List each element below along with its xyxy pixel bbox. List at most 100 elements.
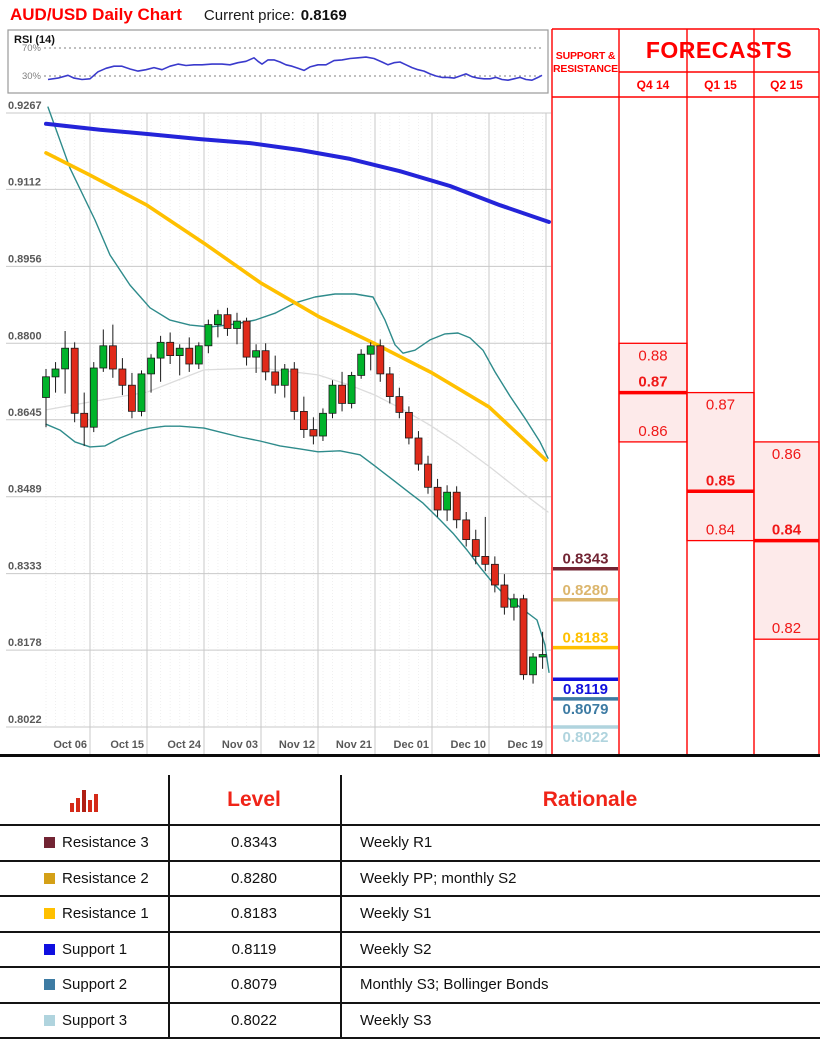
level-swatch: [44, 1014, 55, 1026]
level-column-header: Level: [227, 787, 281, 811]
y-axis-label: 0.8956: [8, 253, 42, 265]
level-value: 0.8022: [231, 1011, 277, 1029]
rsi-threshold-label: 30%: [22, 71, 42, 82]
forecast-high-label: 0.87: [706, 397, 735, 414]
y-axis-label: 0.9267: [8, 100, 42, 112]
candle-down: [462, 519, 471, 541]
table-row-resistance-2: Resistance 2 0.8280 Weekly PP; monthly S…: [0, 862, 820, 897]
y-axis-label: 0.8800: [8, 330, 42, 342]
chart-header: AUD/USD Daily Chart Current price: 0.8169: [10, 5, 347, 25]
candle-down: [500, 584, 509, 608]
candle-down: [261, 350, 270, 373]
bar-chart-icon: [70, 790, 98, 812]
x-axis-label: Oct 15: [110, 739, 144, 751]
resistance-value-label: 0.8343: [563, 551, 609, 568]
forecast-high-label: 0.88: [638, 347, 667, 364]
candle-down: [471, 539, 480, 557]
x-axis-label: Oct 06: [53, 739, 87, 751]
forecast-value-label: 0.87: [638, 374, 667, 391]
candle-up: [366, 345, 375, 355]
candle-down: [127, 384, 136, 412]
table-row-support-2: Support 2 0.8079 Monthly S3; Bollinger B…: [0, 968, 820, 1004]
table-divider: [340, 775, 342, 1039]
support-resistance-header: SUPPORT & RESISTANCE: [553, 49, 618, 75]
candle-up: [51, 368, 60, 378]
candle-up: [194, 345, 203, 365]
candle-up: [99, 345, 108, 369]
candle-down: [519, 598, 528, 676]
candle-down: [223, 314, 232, 329]
candle-up: [89, 367, 98, 428]
x-axis-label: Nov 12: [279, 739, 315, 751]
forecast-col-q4-14: Q4 14: [636, 77, 670, 92]
candle-up: [147, 357, 156, 375]
candlestick-series: [42, 307, 547, 684]
candle-down: [70, 347, 79, 414]
rsi-line: [47, 56, 543, 81]
current-price-value: 0.8169: [300, 7, 347, 24]
table-row-support-3: Support 3 0.8022 Weekly S3: [0, 1004, 820, 1039]
candle-down: [404, 411, 413, 439]
candle-up: [252, 350, 261, 358]
candle-down: [452, 491, 461, 521]
current-price: Current price: 0.8169: [204, 7, 347, 25]
resistance-value-label: 0.8280: [563, 582, 609, 599]
support-value-label: 0.8079: [563, 701, 609, 718]
forecast-low-label: 0.82: [772, 620, 801, 637]
resistance-value-label: 0.8183: [563, 630, 609, 647]
level-swatch: [44, 979, 55, 991]
candle-up: [538, 654, 547, 658]
candle-down: [376, 345, 385, 375]
table-header-row: Level Rationale: [0, 775, 820, 826]
current-price-label: Current price:: [203, 7, 295, 24]
table-row-resistance-3: Resistance 3 0.8343 Weekly R1: [0, 826, 820, 862]
forecast-range-box: [686, 391, 755, 542]
support-resistance-levels: 0.8343 0.8280 0.8183 0.8119 0.8079 0.8022: [553, 551, 618, 746]
level-rationale: Weekly R1: [360, 834, 433, 852]
rationale-column-header: Rationale: [542, 787, 638, 811]
level-value: 0.8343: [231, 834, 277, 852]
levels-table: Level Rationale Resistance 3 0.8343 Week…: [0, 775, 820, 1039]
candle-down: [424, 463, 432, 488]
candle-up: [233, 320, 241, 329]
level-value: 0.8079: [231, 976, 277, 994]
level-rationale: Weekly S1: [360, 905, 432, 923]
forecast-col-q1-15: Q1 15: [704, 77, 737, 92]
level-rationale: Monthly S3; Bollinger Bonds: [360, 976, 549, 994]
candle-up: [213, 314, 222, 326]
candle-down: [271, 371, 280, 386]
support-value-label: 0.8119: [563, 681, 608, 698]
candle-up: [529, 656, 537, 676]
level-name: Resistance 2: [62, 869, 149, 887]
level-rationale: Weekly PP; monthly S2: [360, 869, 517, 887]
forecast-low-label: 0.86: [638, 423, 667, 440]
level-name: Resistance 3: [62, 834, 149, 852]
candle-up: [42, 376, 50, 398]
forecast-high-label: 0.86: [772, 446, 801, 463]
candle-up: [319, 412, 327, 437]
y-axis-label: 0.9112: [8, 176, 41, 188]
candle-up: [156, 341, 165, 359]
page-title: AUD/USD Daily Chart: [10, 5, 182, 24]
level-swatch: [44, 872, 55, 884]
candle-down: [433, 486, 442, 511]
date-gridlines: Oct 06 Oct 15 Oct 24 Nov 03 Nov 12 Nov 21 Dec …: [53, 113, 547, 755]
level-swatch: [44, 837, 55, 849]
candle-down: [385, 373, 394, 397]
y-axis-label: 0.8489: [8, 484, 42, 496]
x-axis-label: Nov 21: [336, 739, 372, 751]
table-divider: [168, 775, 170, 1039]
rsi-panel: RSI (14)70% 30%: [7, 29, 549, 94]
candle-up: [510, 598, 518, 608]
candle-down: [309, 429, 318, 437]
level-name: Resistance 1: [62, 905, 149, 923]
forecast-grid: [551, 28, 820, 754]
level-value: 0.8119: [231, 940, 277, 958]
table-row-resistance-1: Resistance 1 0.8183 Weekly S1: [0, 897, 820, 933]
candle-up: [347, 374, 356, 404]
bollinger-lower-line: [45, 423, 550, 673]
level-name: Support 3: [62, 1011, 128, 1029]
candle-down: [80, 412, 89, 428]
candle-down: [242, 320, 251, 358]
